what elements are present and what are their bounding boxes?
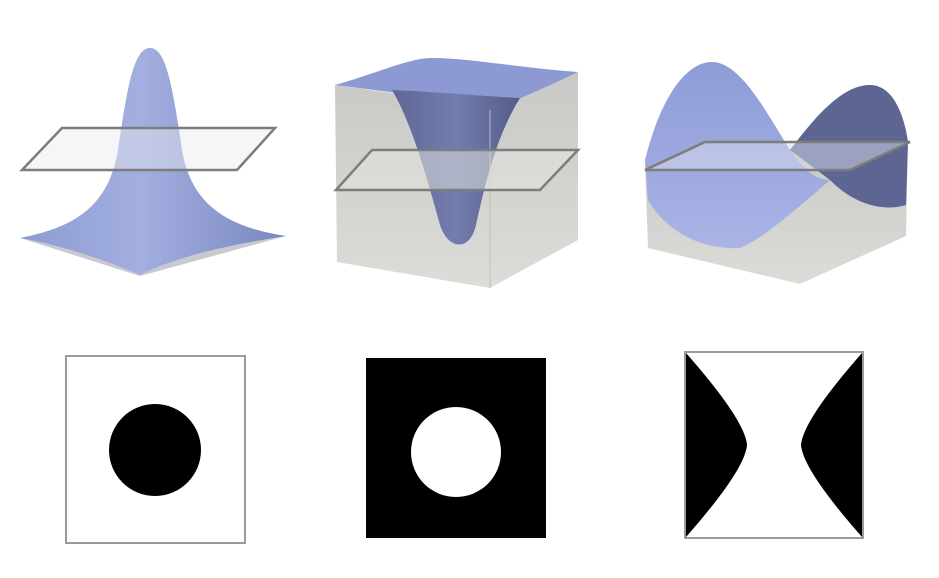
saddle-panel [644, 62, 911, 284]
level-set-3 [684, 351, 864, 539]
left-region [686, 353, 747, 537]
cut-plane [333, 148, 581, 192]
peak-panel [19, 48, 286, 276]
disk [109, 404, 201, 496]
peak-surface [20, 48, 286, 275]
right-region [801, 353, 862, 537]
cut-plane [19, 126, 278, 172]
well-panel [333, 58, 581, 288]
cut-plane [644, 140, 911, 172]
box-top-surface [335, 58, 578, 108]
level-set-1 [65, 355, 246, 544]
hole [411, 407, 501, 497]
level-set-2 [366, 358, 546, 538]
